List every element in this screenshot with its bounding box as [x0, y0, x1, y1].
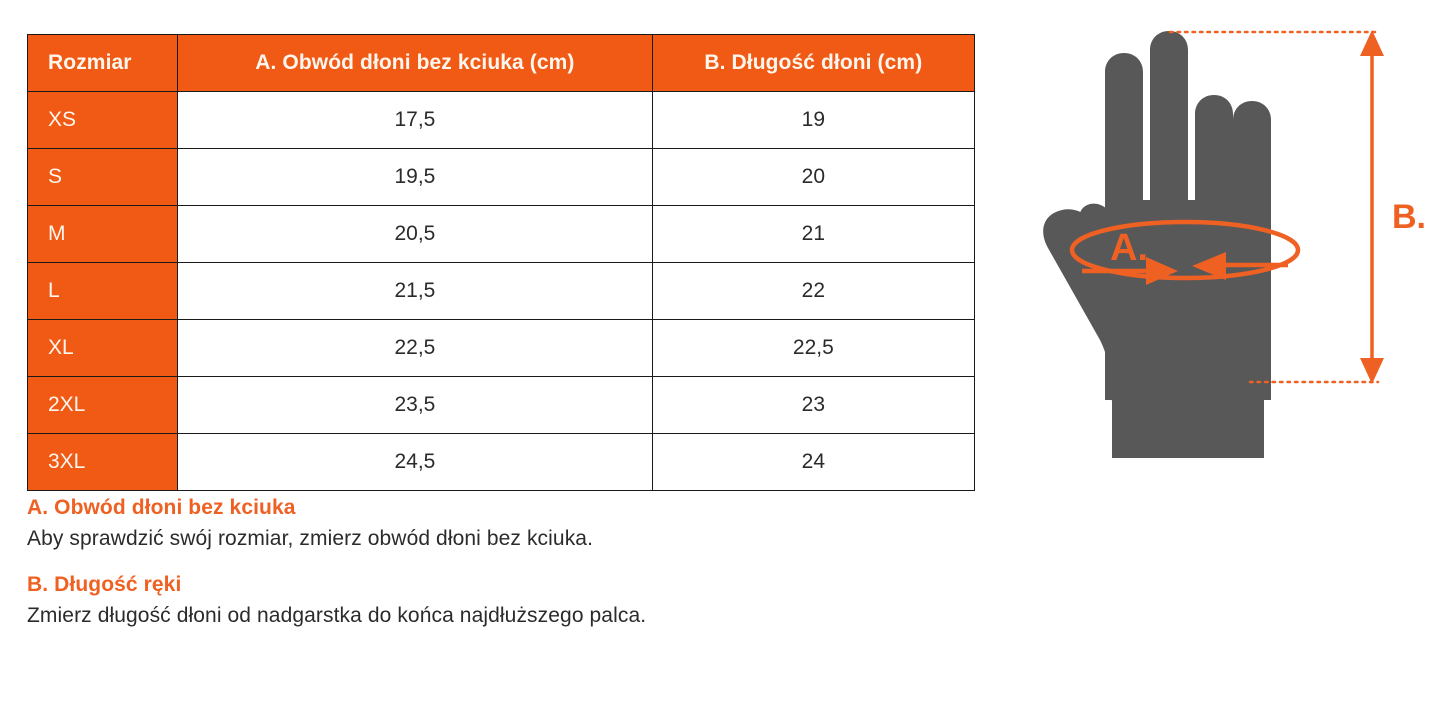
cell-measure-a: 22,5 — [177, 319, 653, 377]
table-body: XS 17,5 19 S 19,5 20 M 20,5 21 L 21,5 22 XL 22,5 22,5 2… — [26, 91, 976, 491]
table-row: S 19,5 20 — [26, 148, 976, 206]
cell-measure-a: 23,5 — [177, 376, 653, 434]
table-row: 3XL 24,5 24 — [26, 433, 976, 491]
table-header: Rozmiar A. Obwód dłoni bez kciuka (cm) B… — [26, 34, 976, 92]
cell-size: L — [26, 262, 179, 320]
cell-size: M — [26, 205, 179, 263]
hand-wrist — [1112, 384, 1264, 458]
table-row: M 20,5 21 — [26, 205, 976, 263]
cell-size: XS — [26, 91, 179, 149]
cell-measure-b: 24 — [651, 433, 976, 491]
cell-measure-b: 19 — [651, 91, 976, 149]
cell-measure-b: 21 — [651, 205, 976, 263]
table-row: XS 17,5 19 — [26, 91, 976, 149]
dimension-arrow-b-head-bottom — [1360, 358, 1384, 384]
circumference-ellipse — [1069, 219, 1301, 281]
table-row: XL 22,5 22,5 — [26, 319, 976, 377]
dimension-arrow-b-head-top — [1360, 30, 1384, 56]
table-row: 2XL 23,5 23 — [26, 376, 976, 434]
cell-measure-a: 20,5 — [177, 205, 653, 263]
note-title-b: B. Długość ręki — [27, 573, 182, 596]
note-body-a: Aby sprawdzić swój rozmiar, zmierz obwód… — [27, 527, 594, 550]
cell-measure-b: 22 — [651, 262, 976, 320]
circumference-arrow-left-head — [1146, 257, 1178, 285]
cell-measure-a: 24,5 — [177, 433, 653, 491]
column-header-size: Rozmiar — [26, 34, 179, 92]
table-header-row: Rozmiar A. Obwód dłoni bez kciuka (cm) B… — [26, 34, 976, 92]
column-header-measure-a: A. Obwód dłoni bez kciuka (cm) — [177, 34, 653, 92]
cell-measure-b: 20 — [651, 148, 976, 206]
note-block-b: B. Długość ręki Zmierz długość dłoni od … — [27, 573, 987, 628]
diagram-label-b: B. — [1392, 198, 1426, 236]
table-row: L 21,5 22 — [26, 262, 976, 320]
cell-size: XL — [26, 319, 179, 377]
cell-measure-a: 17,5 — [177, 91, 653, 149]
note-block-a: A. Obwód dłoni bez kciuka Aby sprawdzić … — [27, 496, 987, 551]
cell-size: 3XL — [26, 433, 179, 491]
circumference-arrow-right-head — [1192, 252, 1226, 280]
note-body-b: Zmierz długość dłoni od nadgarstka do ko… — [27, 604, 647, 627]
hand-measurement-diagram: B. A. — [1043, 30, 1426, 458]
note-title-a: A. Obwód dłoni bez kciuka — [27, 496, 296, 519]
cell-measure-b: 23 — [651, 376, 976, 434]
measurement-instructions: A. Obwód dłoni bez kciuka Aby sprawdzić … — [27, 496, 987, 650]
diagram-label-a: A. — [1110, 227, 1148, 269]
cell-size: S — [26, 148, 179, 206]
size-chart-table: Rozmiar A. Obwód dłoni bez kciuka (cm) B… — [26, 34, 976, 491]
cell-size: 2XL — [26, 376, 179, 434]
cell-measure-b: 22,5 — [651, 319, 976, 377]
cell-measure-a: 19,5 — [177, 148, 653, 206]
cell-measure-a: 21,5 — [177, 262, 653, 320]
column-header-measure-b: B. Długość dłoni (cm) — [651, 34, 976, 92]
hand-thumb — [1043, 209, 1150, 402]
